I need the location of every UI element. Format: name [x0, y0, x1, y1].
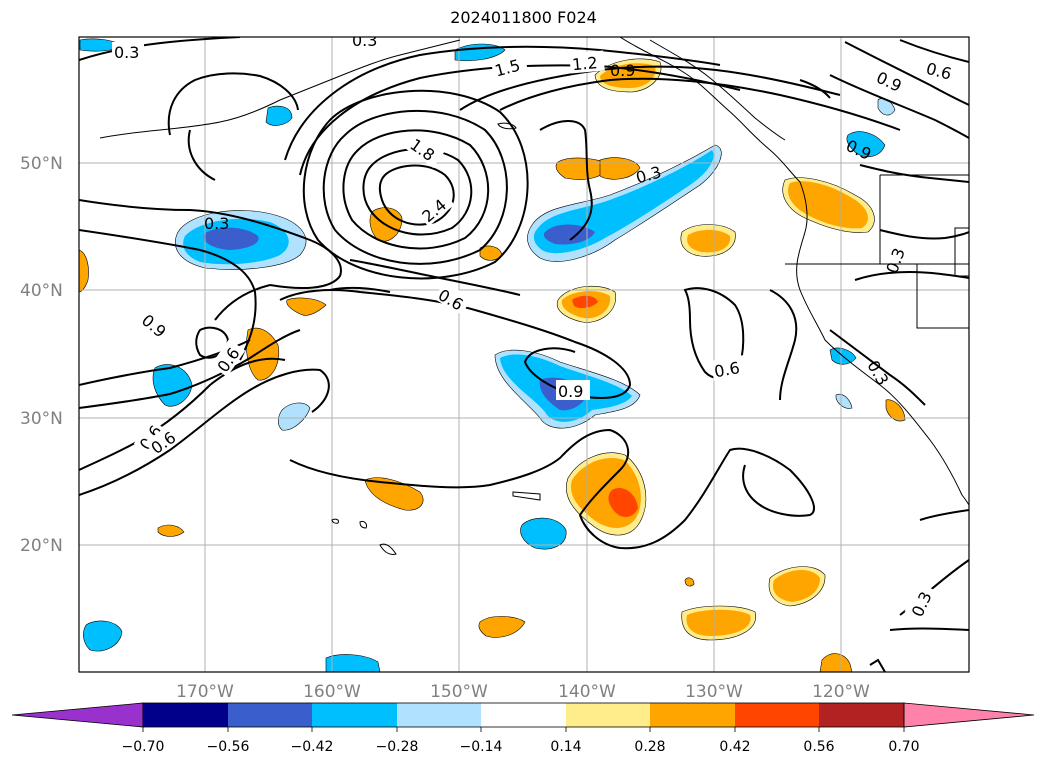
colorbar-tick-label: −0.14	[460, 739, 503, 755]
pos-region	[819, 653, 853, 672]
colorbar-extend-high	[903, 702, 1035, 728]
contour-lines	[79, 37, 969, 672]
neg-region	[265, 105, 293, 126]
neg-region	[277, 402, 311, 431]
colorbar-tick-label: 0.42	[719, 739, 750, 755]
pos-region	[787, 181, 868, 229]
pos-region	[572, 295, 598, 309]
latitude-labels: 50°N 40°N 30°N 20°N	[20, 154, 63, 556]
lat-label: 30°N	[20, 409, 63, 429]
neg-region	[203, 227, 259, 250]
colorbar-segment	[566, 703, 650, 727]
contour-label: 0.3	[352, 31, 377, 50]
colorbar-tick-label: −0.42	[291, 739, 334, 755]
colorbar-tick-label: 0.28	[634, 739, 665, 755]
colorbar: −0.70 −0.56 −0.42 −0.28 −0.14 0.14 0.28 …	[11, 702, 1035, 755]
coastlines	[99, 37, 969, 555]
colorbar-tick-label: 0.14	[550, 739, 581, 755]
pos-region	[157, 524, 185, 537]
lat-label: 20°N	[20, 536, 63, 556]
map-frame	[78, 36, 970, 673]
colorbar-segment	[397, 703, 481, 727]
lon-label: 170°W	[176, 682, 234, 702]
colorbar-segment	[650, 703, 735, 727]
colorbar-extend-low	[11, 702, 144, 728]
colorbar-segment	[312, 703, 397, 727]
lon-label: 130°W	[685, 682, 743, 702]
contour-label: 1.2	[571, 53, 598, 74]
colorbar-segment	[735, 703, 819, 727]
contour-label: 0.3	[204, 214, 229, 233]
colorbar-tick-label: 0.70	[888, 739, 919, 755]
neg-region	[83, 620, 123, 652]
contour-label: 0.6	[713, 358, 741, 381]
pos-region	[687, 229, 731, 253]
pos-region	[686, 609, 751, 636]
lon-label: 150°W	[430, 682, 488, 702]
lon-label: 120°W	[812, 682, 870, 702]
colorbar-segment	[481, 703, 566, 727]
colorbar-frame	[142, 702, 905, 728]
neg-region	[846, 131, 886, 158]
colorbar-tick-label: −0.70	[122, 739, 165, 755]
colorbar-tick-label: −0.56	[207, 739, 250, 755]
pos-region	[772, 569, 820, 602]
pos-region	[286, 297, 327, 316]
colorbar-segment	[228, 703, 312, 727]
pos-region	[608, 488, 638, 517]
contour-label: 0.9	[558, 382, 583, 401]
map-title: 2024011800 F024	[450, 8, 597, 27]
lon-label: 160°W	[303, 682, 361, 702]
neg-region	[325, 654, 381, 672]
lat-label: 50°N	[20, 154, 63, 174]
neg-region	[835, 393, 853, 409]
longitude-labels: 170°W 160°W 150°W 140°W 130°W 120°W	[176, 682, 870, 702]
pos-region	[684, 577, 695, 587]
pos-region	[364, 477, 424, 511]
lon-label: 140°W	[558, 682, 616, 702]
colorbar-segment	[819, 703, 904, 727]
pos-region	[885, 399, 906, 422]
contour-label: 0.9	[610, 61, 635, 80]
graticule	[79, 37, 969, 672]
colorbar-tick-label: 0.56	[803, 739, 834, 755]
neg-region	[520, 517, 567, 550]
pos-region	[478, 616, 526, 638]
lat-label: 40°N	[20, 281, 63, 301]
colorbar-segment	[143, 703, 228, 727]
colorbar-tick-label: −0.28	[376, 739, 419, 755]
contour-label: 0.3	[114, 43, 139, 62]
